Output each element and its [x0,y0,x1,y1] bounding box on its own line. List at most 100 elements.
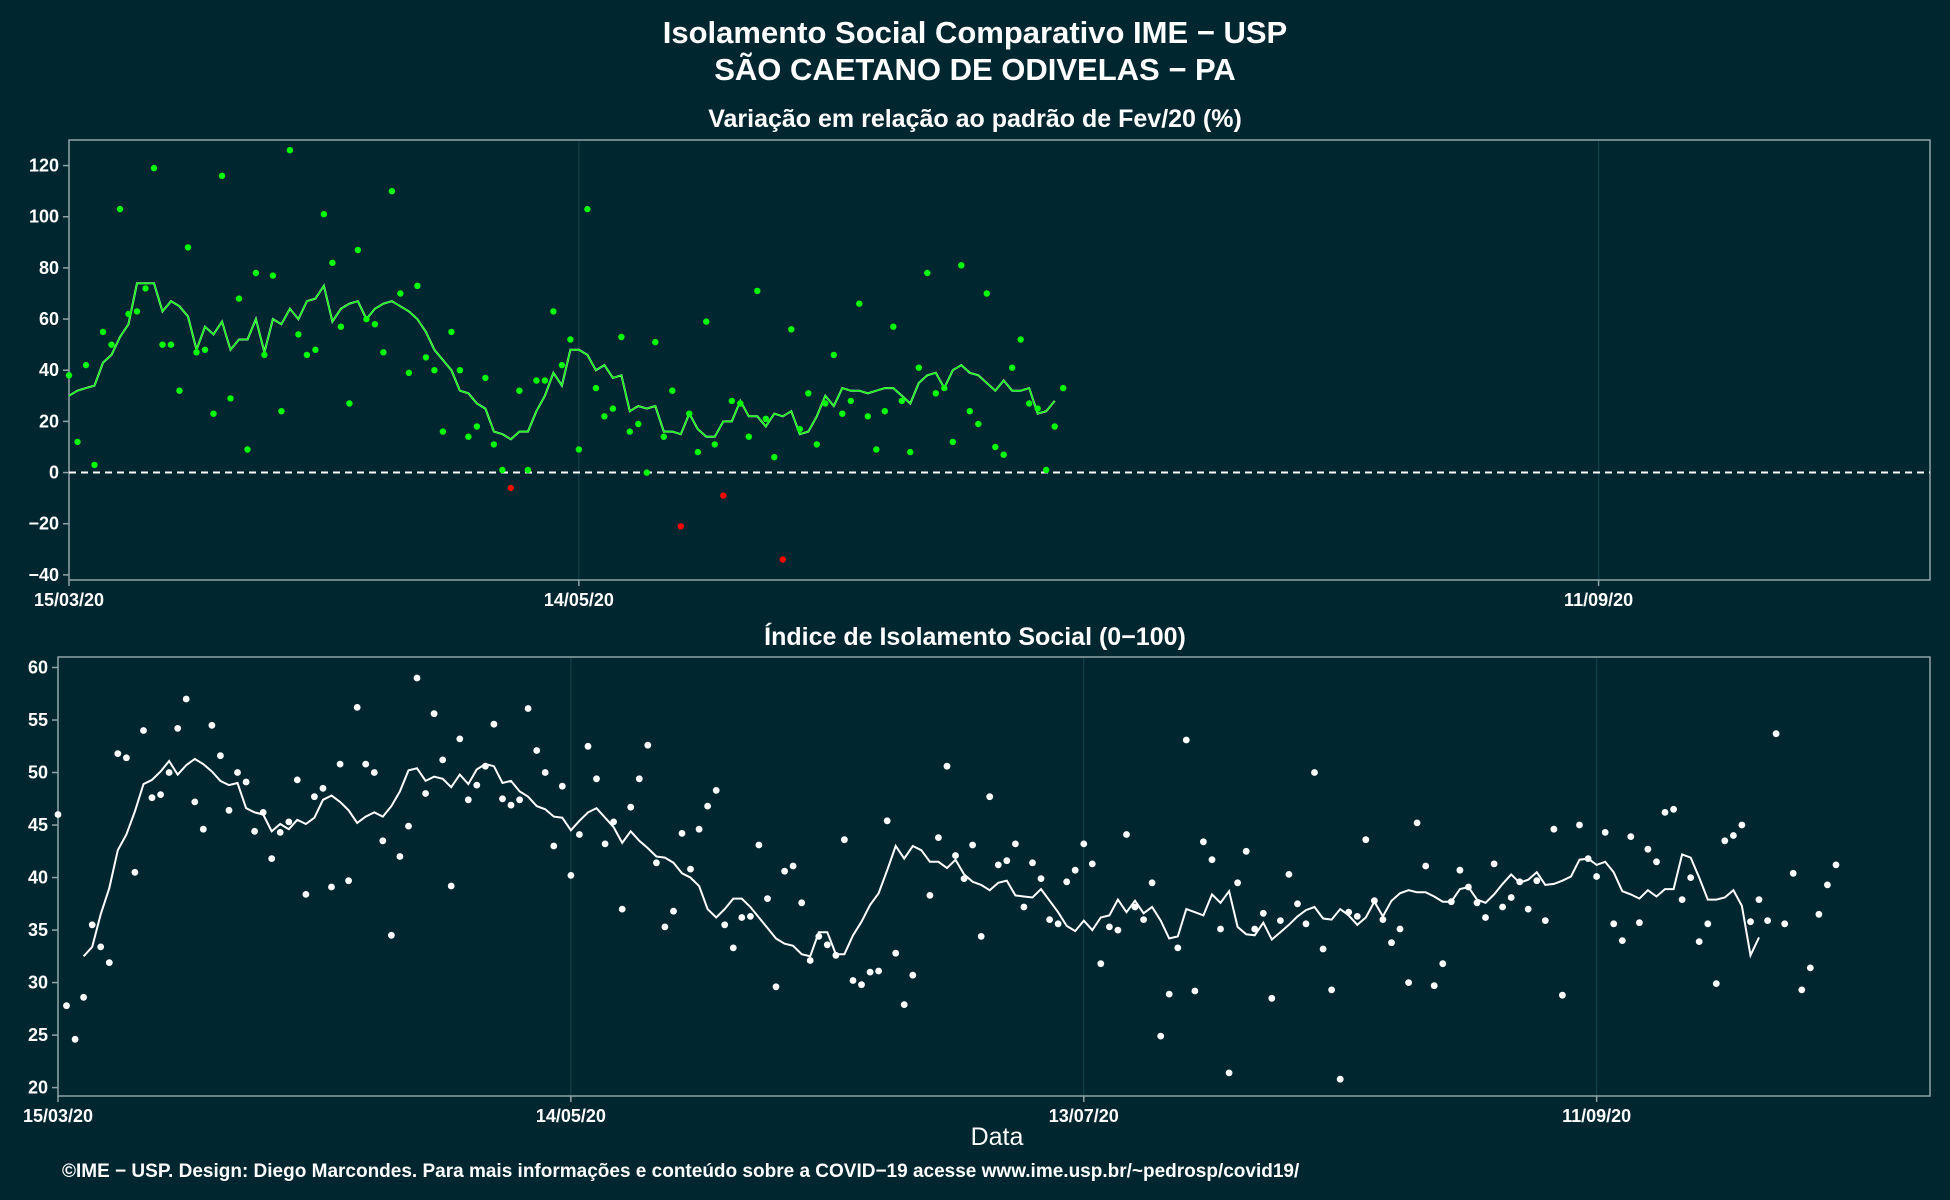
y-tick-label: 120 [29,156,59,176]
data-point [1000,451,1007,458]
data-point [133,308,141,315]
data-point [1259,909,1267,917]
main-title-line1: Isolamento Social Comparativo IME − USP [663,15,1287,50]
data-point [1405,979,1412,986]
y-tick-label: 35 [28,920,48,940]
data-point [1311,769,1318,776]
data-point [839,410,846,417]
data-point [881,408,888,415]
data-point [1430,982,1438,990]
data-point [558,782,566,790]
data-point [909,971,917,979]
data-point [1114,926,1122,934]
data-point [747,913,754,920]
data-point [165,769,173,776]
data-point [346,400,353,407]
x-tick-label: 11/09/20 [1564,590,1633,610]
x-tick-label: 14/05/20 [544,590,614,610]
data-point [994,861,1002,869]
data-point [1097,960,1105,968]
data-point [1017,336,1024,343]
data-point [1687,874,1695,881]
data-point [74,438,81,446]
data-point [1473,899,1481,907]
data-point [1009,364,1016,371]
data-point [1601,829,1609,836]
data-point [1379,916,1387,923]
data-point [524,466,532,474]
data-point [1627,833,1635,840]
data-point [935,834,942,841]
data-point [558,361,566,369]
data-point [610,818,617,826]
data-point [1336,1075,1344,1083]
data-point [227,395,234,402]
data-point [464,796,472,804]
data-point [1328,986,1335,994]
data-point [618,333,625,341]
data-point [1037,875,1045,882]
data-point [328,883,335,891]
data-point [720,492,727,499]
data-point [405,369,413,376]
data-point [396,853,404,860]
data-point [261,351,268,359]
data-point [99,328,107,336]
data-point [499,795,506,803]
data-point [1781,920,1789,928]
data-point [448,328,455,336]
data-point [866,968,874,976]
data-point [380,349,387,356]
x-tick-label: 11/09/20 [1562,1106,1631,1126]
data-point [1191,987,1199,995]
data-point [388,188,396,195]
data-point [677,523,684,530]
data-point [1636,919,1643,927]
data-point [123,754,130,762]
data-point [712,787,720,794]
data-point [65,372,73,379]
data-point [167,341,175,348]
data-point [813,441,820,448]
data-point [969,841,976,849]
data-point [1277,917,1284,924]
data-point [1695,938,1703,945]
data-point [116,205,124,213]
data-point [311,793,318,801]
data-point [1131,903,1139,911]
data-point [1789,869,1797,877]
data-point [499,466,506,474]
data-point [584,205,591,213]
data-point [71,1035,79,1043]
data-point [105,959,113,966]
data-point [1362,836,1370,844]
data-point [533,747,541,754]
data-point [370,769,378,776]
data-point [516,387,523,394]
data-point [1584,855,1592,862]
data-point [1644,845,1652,853]
data-point [234,769,241,776]
data-point [1371,897,1378,905]
data-point [1832,861,1840,869]
data-point [319,784,327,792]
data-point [320,211,328,218]
data-point [285,818,293,826]
x-axis-label: Data [971,1123,1024,1151]
data-point [915,364,922,371]
data-point [413,674,421,682]
data-point [661,923,669,931]
data-point [1388,939,1395,947]
data-point [1576,821,1583,829]
moving-average-line [68,282,1056,441]
data-point [182,695,190,703]
data-point [1721,837,1729,845]
data-point [841,836,848,844]
data-point [1106,923,1113,931]
y-tick-label: 60 [28,658,48,678]
data-point [1268,994,1276,1002]
data-point [1755,896,1763,903]
data-point [1294,900,1301,908]
data-point [201,346,209,353]
data-point [1772,730,1780,738]
